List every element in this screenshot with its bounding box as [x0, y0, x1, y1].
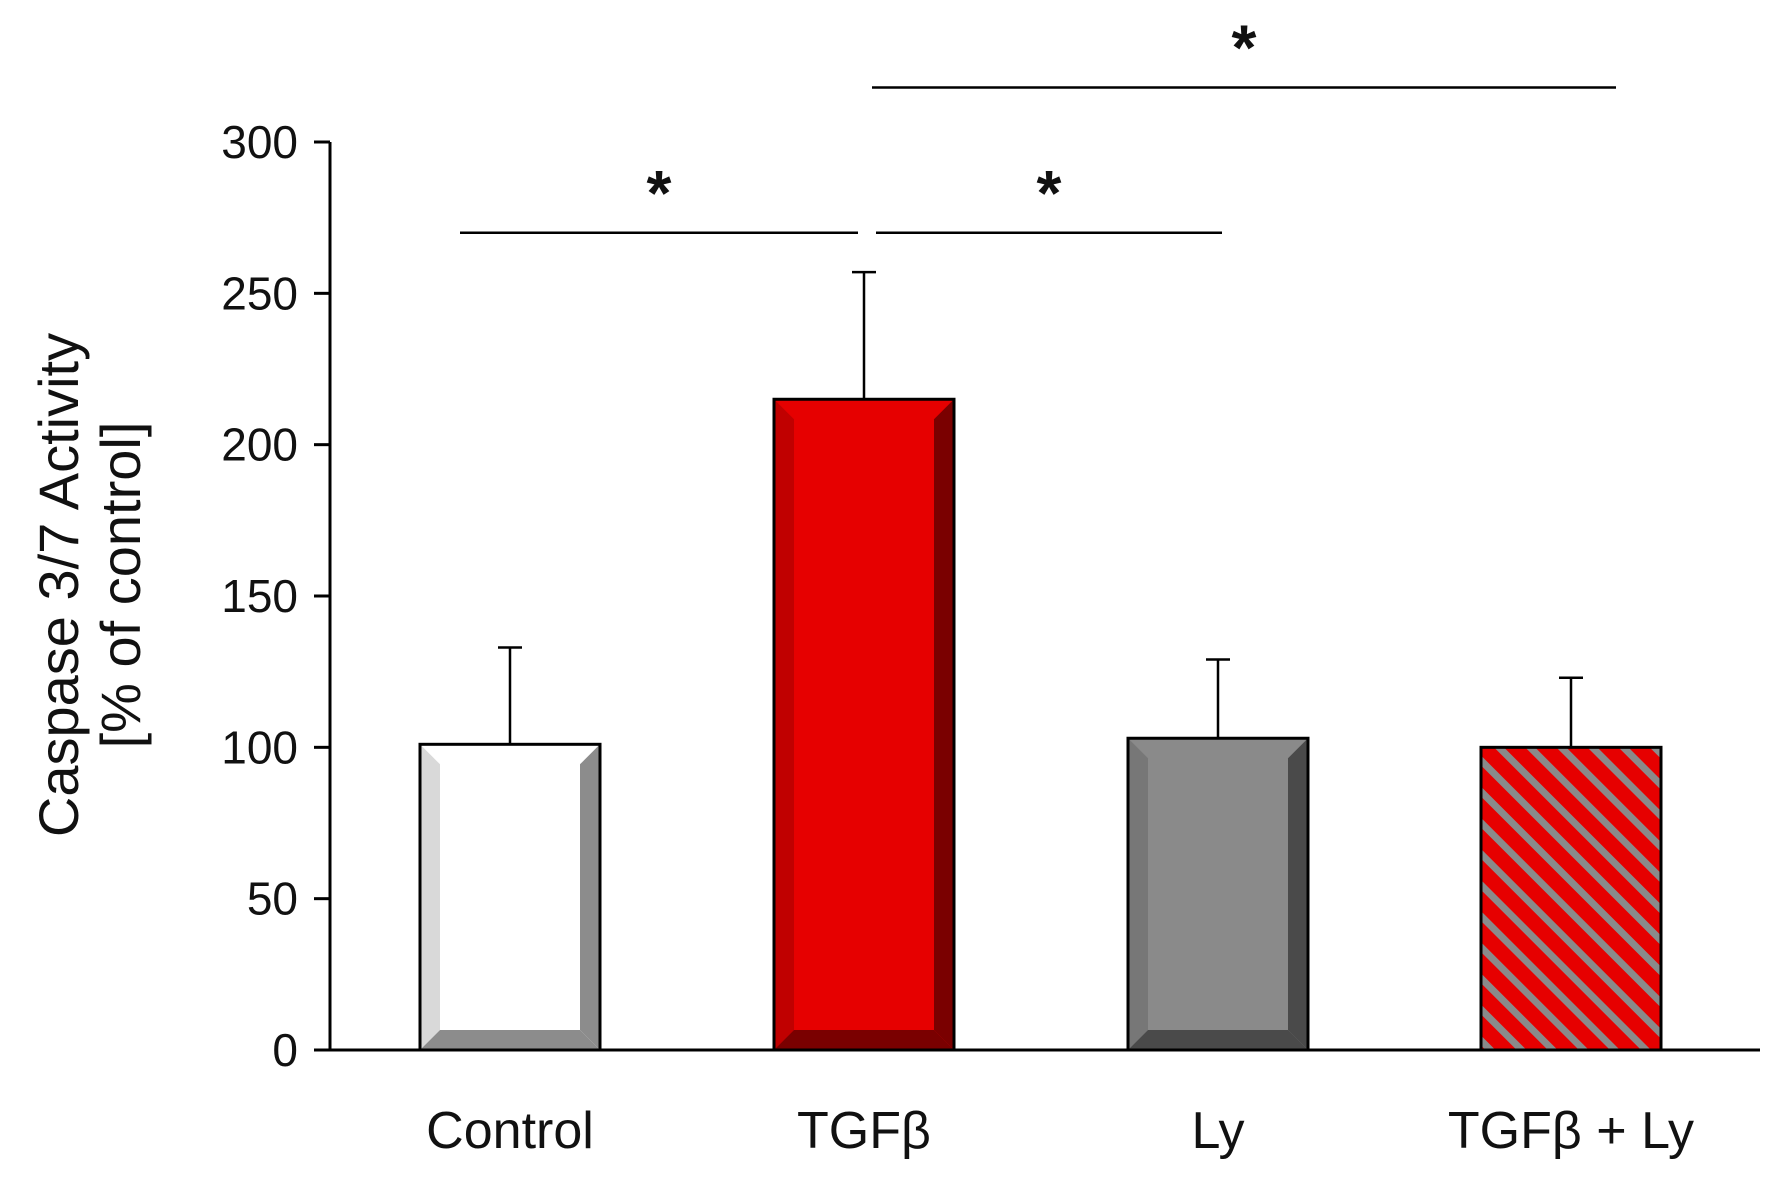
- y-tick-label: 200: [221, 419, 298, 471]
- bar-bevel-left: [774, 399, 794, 1050]
- bar-bevel-left: [1128, 738, 1148, 1050]
- bar-bevel-bottom: [774, 1030, 954, 1050]
- x-category-label: TGFβ: [797, 1102, 931, 1160]
- x-category-label: TGFβ + Ly: [1448, 1102, 1694, 1160]
- significance-star: *: [647, 157, 672, 229]
- bar-2: [772, 270, 956, 1052]
- y-tick-label: 50: [247, 873, 298, 925]
- bar-face: [1128, 738, 1308, 1050]
- significance-markers: * * *: [460, 12, 1616, 235]
- significance-star: *: [1232, 12, 1257, 84]
- y-tick-label: 0: [272, 1024, 298, 1076]
- bar-bevel-right: [580, 744, 600, 1050]
- x-category-label: Ly: [1192, 1102, 1245, 1160]
- bar-bevel-right: [1288, 738, 1308, 1050]
- significance-star: *: [1037, 157, 1062, 229]
- bar-face: [774, 399, 954, 1050]
- bar-1: [418, 646, 602, 1052]
- y-tick-label: 100: [221, 721, 298, 773]
- bar-face: [420, 744, 600, 1050]
- axes: 0 50 100 150 200 250 300: [221, 116, 1760, 1076]
- bar-3: [1126, 658, 1310, 1052]
- y-axis-title: Caspase 3/7 Activity [% of control]: [27, 333, 152, 837]
- bar-bevel-left: [420, 744, 440, 1050]
- bar-bevel-bottom: [420, 1030, 600, 1050]
- bar-4: [1479, 676, 1663, 1052]
- y-tick-label: 300: [221, 116, 298, 168]
- category-labels: Control TGFβ Ly TGFβ + Ly: [426, 1102, 1694, 1160]
- y-axis-title-line1: Caspase 3/7 Activity: [27, 333, 90, 837]
- bar-face: [1481, 747, 1661, 1050]
- y-axis-title-line2: [% of control]: [89, 422, 152, 749]
- bar-bevel-right: [934, 399, 954, 1050]
- bars: [418, 270, 1663, 1052]
- bar-bevel-bottom: [1128, 1030, 1308, 1050]
- y-tick-label: 250: [221, 267, 298, 319]
- x-category-label: Control: [426, 1102, 594, 1160]
- y-tick-label: 150: [221, 570, 298, 622]
